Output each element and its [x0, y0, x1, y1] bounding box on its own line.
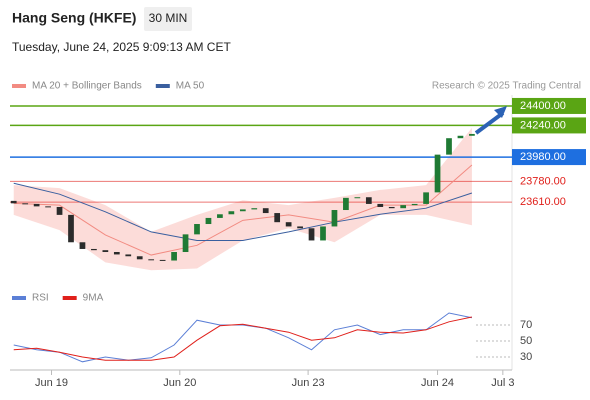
x-tick-label: Jul 3 [491, 377, 514, 389]
candle [411, 203, 418, 206]
candle [446, 138, 452, 155]
x-tick-label: Jun 19 [35, 377, 68, 389]
candle [159, 259, 166, 261]
candle [79, 242, 86, 249]
legend-label: RSI [32, 293, 49, 304]
level-label: 23610.00 [520, 196, 566, 208]
moving-average [13, 182, 473, 241]
instrument-title: Hang Seng (HKFE) [12, 10, 136, 26]
x-tick-label: Jun 20 [163, 377, 196, 389]
candle [388, 206, 395, 209]
candle [308, 228, 315, 241]
candle [228, 211, 235, 215]
x-tick-label: Jun 24 [421, 377, 454, 389]
candle [297, 226, 303, 229]
candle [102, 250, 109, 253]
candle [194, 224, 200, 235]
bollinger-band [13, 127, 472, 271]
candle [469, 133, 475, 136]
level-label: 23780.00 [520, 175, 566, 187]
candle [182, 234, 189, 253]
legend-swatch [62, 296, 77, 300]
candle [91, 248, 97, 251]
candle [205, 217, 212, 225]
candle [262, 208, 269, 214]
candle [274, 213, 281, 223]
legend-swatch [155, 84, 170, 88]
candle [239, 209, 246, 212]
candle [320, 226, 326, 241]
candle [113, 252, 120, 255]
candle [56, 206, 63, 215]
candle [10, 200, 17, 204]
candle [136, 256, 143, 260]
candle [217, 214, 223, 218]
candle [457, 135, 464, 139]
legend-label: 9MA [83, 293, 104, 304]
forecast-arrowhead [494, 106, 507, 118]
datetime: Tuesday, June 24, 2025 9:09:13 AM CET [12, 40, 231, 54]
candle [365, 197, 372, 204]
candle [45, 206, 51, 208]
moving-average [13, 164, 473, 256]
candle [434, 154, 441, 193]
candle [331, 210, 338, 227]
candle [148, 259, 155, 261]
candle [343, 197, 349, 211]
y-tick-label: 30 [520, 351, 532, 363]
level-label-box [512, 117, 586, 134]
forecast-arrow [474, 111, 505, 135]
level-label: 24240.00 [520, 119, 566, 131]
price-panel: 24400.00 24240.00 23980.00 23780.00 23610.00… [10, 81, 586, 271]
source: Research © 2025 Trading Central [432, 81, 581, 92]
level-label: 23980.00 [520, 151, 566, 163]
candle [22, 203, 29, 205]
indicator-line [13, 312, 473, 363]
candle [171, 252, 177, 261]
legend-swatch [12, 84, 26, 88]
candle [285, 222, 292, 227]
rsi-panel: 30 50 70 Jun 19 Jun 20 Jun 23 Jun 24 Jul 3 RSI 9M… [12, 293, 532, 389]
candle [377, 203, 384, 207]
legend-label: MA 50 [176, 81, 205, 92]
candle [400, 205, 407, 209]
candle [68, 214, 74, 243]
level-label-box [512, 97, 586, 114]
candle [125, 254, 132, 257]
level-label: 24400.00 [520, 100, 566, 112]
timeframe[interactable]: 30 MIN [149, 11, 188, 25]
legend-swatch [12, 296, 26, 300]
y-tick-label: 70 [520, 319, 532, 331]
y-tick-label: 50 [520, 335, 532, 347]
legend-label: MA 20 + Bollinger Bands [32, 81, 142, 92]
candle [33, 203, 40, 207]
x-tick-label: Jun 23 [292, 377, 325, 389]
candle [251, 208, 258, 210]
level-label-box [512, 149, 586, 166]
timeframe-badge[interactable] [144, 7, 192, 31]
candle [354, 197, 361, 199]
candle [423, 192, 429, 204]
indicator-line [13, 316, 473, 361]
